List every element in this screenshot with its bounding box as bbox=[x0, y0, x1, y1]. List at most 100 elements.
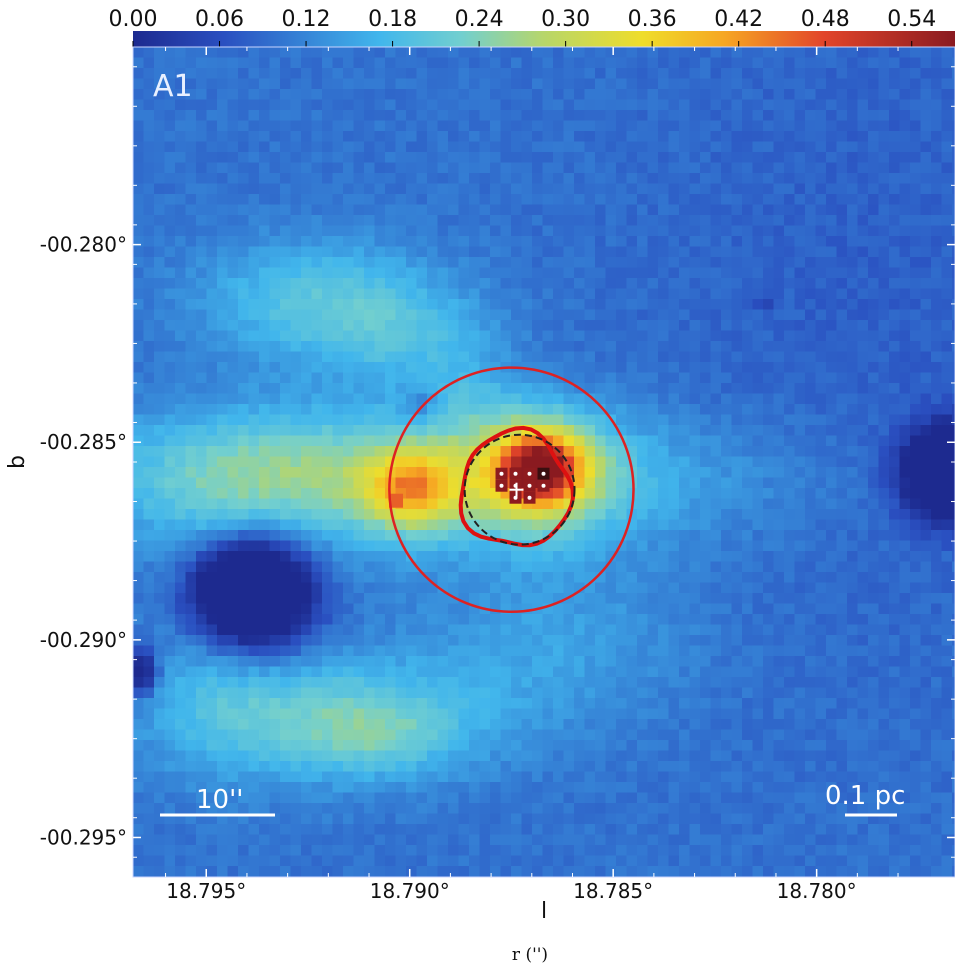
heatmap-pixel bbox=[217, 530, 229, 542]
heatmap-pixel bbox=[889, 435, 901, 447]
heatmap-pixel bbox=[290, 477, 302, 489]
heatmap-pixel bbox=[647, 351, 659, 363]
heatmap-pixel bbox=[353, 551, 365, 563]
heatmap-pixel bbox=[458, 572, 470, 584]
heatmap-pixel bbox=[910, 330, 922, 342]
heatmap-pixel bbox=[700, 677, 712, 689]
heatmap-pixel bbox=[553, 540, 565, 552]
heatmap-pixel bbox=[931, 477, 943, 489]
heatmap-pixel bbox=[259, 236, 271, 248]
heatmap-pixel bbox=[437, 330, 449, 342]
heatmap-pixel bbox=[196, 677, 208, 689]
heatmap-pixel bbox=[794, 446, 806, 458]
heatmap-pixel bbox=[248, 561, 260, 573]
heatmap-pixel bbox=[500, 446, 512, 458]
heatmap-pixel bbox=[280, 246, 292, 258]
heatmap-pixel bbox=[836, 57, 848, 69]
heatmap-pixel bbox=[322, 509, 334, 521]
heatmap-pixel bbox=[154, 614, 166, 626]
heatmap-pixel bbox=[647, 330, 659, 342]
heatmap-pixel bbox=[584, 645, 596, 657]
heatmap-pixel bbox=[185, 225, 197, 237]
heatmap-pixel bbox=[332, 47, 344, 59]
heatmap-pixel bbox=[952, 131, 955, 143]
heatmap-pixel bbox=[899, 162, 911, 174]
heatmap-pixel bbox=[416, 57, 428, 69]
heatmap-pixel bbox=[920, 99, 932, 111]
heatmap-pixel bbox=[584, 635, 596, 647]
heatmap-pixel bbox=[920, 225, 932, 237]
heatmap-pixel bbox=[395, 246, 407, 258]
heatmap-pixel bbox=[815, 593, 827, 605]
heatmap-pixel bbox=[511, 162, 523, 174]
heatmap-pixel bbox=[668, 341, 680, 353]
heatmap-pixel bbox=[794, 404, 806, 416]
heatmap-pixel bbox=[143, 204, 155, 216]
heatmap-pixel bbox=[364, 645, 376, 657]
heatmap-pixel bbox=[605, 68, 617, 80]
heatmap-pixel bbox=[815, 635, 827, 647]
heatmap-pixel bbox=[847, 131, 859, 143]
heatmap-pixel bbox=[616, 561, 628, 573]
heatmap-pixel bbox=[143, 509, 155, 521]
heatmap-pixel bbox=[521, 320, 533, 332]
heatmap-pixel bbox=[742, 278, 754, 290]
heatmap-pixel bbox=[532, 236, 544, 248]
heatmap-pixel bbox=[395, 698, 407, 710]
heatmap-pixel bbox=[563, 698, 575, 710]
heatmap-pixel bbox=[553, 383, 565, 395]
heatmap-pixel bbox=[374, 215, 386, 227]
heatmap-pixel bbox=[259, 446, 271, 458]
heatmap-pixel bbox=[647, 645, 659, 657]
heatmap-pixel bbox=[280, 89, 292, 101]
heatmap-pixel bbox=[826, 666, 838, 678]
heatmap-pixel bbox=[931, 309, 943, 321]
heatmap-pixel bbox=[133, 593, 145, 605]
heatmap-pixel bbox=[532, 120, 544, 132]
heatmap-pixel bbox=[164, 330, 176, 342]
heatmap-pixel bbox=[290, 215, 302, 227]
heatmap-pixel bbox=[490, 572, 502, 584]
heatmap-pixel bbox=[742, 561, 754, 573]
heatmap-pixel bbox=[227, 320, 239, 332]
heatmap-pixel bbox=[731, 320, 743, 332]
heatmap-pixel bbox=[427, 446, 439, 458]
heatmap-pixel bbox=[847, 404, 859, 416]
heatmap-pixel bbox=[658, 110, 670, 122]
heatmap-pixel bbox=[952, 540, 955, 552]
heatmap-pixel bbox=[469, 698, 481, 710]
heatmap-pixel bbox=[280, 162, 292, 174]
heatmap-pixel bbox=[794, 467, 806, 479]
heatmap-pixel bbox=[143, 362, 155, 374]
heatmap-pixel bbox=[742, 456, 754, 468]
heatmap-pixel bbox=[941, 288, 953, 300]
heatmap-pixel bbox=[343, 120, 355, 132]
heatmap-pixel bbox=[700, 78, 712, 90]
heatmap-pixel bbox=[532, 194, 544, 206]
heatmap-pixel bbox=[479, 582, 491, 594]
heatmap-pixel bbox=[668, 540, 680, 552]
heatmap-pixel bbox=[238, 698, 250, 710]
heatmap-pixel bbox=[647, 687, 659, 699]
heatmap-pixel bbox=[952, 267, 955, 279]
heatmap-pixel bbox=[490, 698, 502, 710]
heatmap-pixel bbox=[269, 225, 281, 237]
heatmap-pixel bbox=[469, 330, 481, 342]
heatmap-pixel bbox=[490, 404, 502, 416]
heatmap-pixel bbox=[784, 162, 796, 174]
heatmap-pixel bbox=[616, 551, 628, 563]
heatmap-pixel bbox=[773, 110, 785, 122]
heatmap-pixel bbox=[679, 551, 691, 563]
heatmap-pixel bbox=[899, 509, 911, 521]
heatmap-pixel bbox=[752, 288, 764, 300]
heatmap-pixel bbox=[773, 393, 785, 405]
heatmap-pixel bbox=[259, 383, 271, 395]
heatmap-pixel bbox=[259, 330, 271, 342]
heatmap-pixel bbox=[521, 509, 533, 521]
heatmap-pixel bbox=[301, 488, 313, 500]
heatmap-pixel bbox=[542, 372, 554, 384]
heatmap-pixel bbox=[616, 593, 628, 605]
heatmap-pixel bbox=[458, 435, 470, 447]
heatmap-pixel bbox=[857, 488, 869, 500]
heatmap-pixel bbox=[794, 299, 806, 311]
